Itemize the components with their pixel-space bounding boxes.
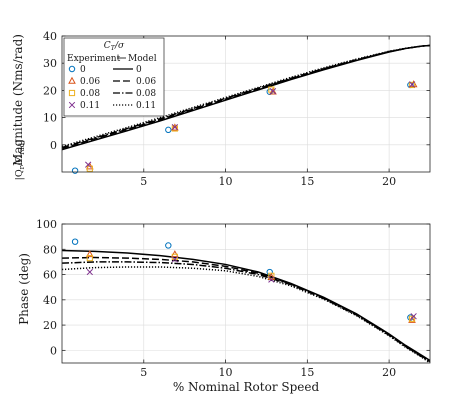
legend-marker xyxy=(68,76,76,84)
y-tick-label: 20 xyxy=(43,319,57,332)
x-tick-label: 15 xyxy=(300,366,314,379)
experiment-point xyxy=(408,81,416,89)
legend-header-model: Model xyxy=(128,54,157,64)
y-tick-label: 30 xyxy=(43,57,57,70)
experiment-point xyxy=(86,255,93,262)
plot-area xyxy=(62,224,430,363)
x-tick-label: 20 xyxy=(382,366,396,379)
legend-marker xyxy=(68,89,76,97)
phase-y-axis-label: Phase (deg) xyxy=(17,253,31,325)
axes-frame xyxy=(61,223,431,364)
y-tick-label: 100 xyxy=(36,218,57,231)
x-tick-label: 10 xyxy=(219,366,233,379)
model-line-006 xyxy=(62,256,430,362)
legend-box xyxy=(63,37,165,117)
legend-title: CT/σ xyxy=(104,41,125,52)
experiment-point xyxy=(85,161,92,168)
model-line-0 xyxy=(62,249,430,362)
legend-row: 0.11 0.11 xyxy=(68,101,156,111)
experiment-point xyxy=(269,88,277,95)
y-tick-label: 40 xyxy=(43,30,57,43)
y-tick-label: 0 xyxy=(50,344,57,357)
experiment-point xyxy=(71,238,79,245)
magnitude-y-axis-label: Magnitude (Nms/rad) xyxy=(11,34,25,166)
x-tick-label: 20 xyxy=(382,175,396,188)
x-tick-label: 15 xyxy=(300,175,314,188)
phase-panel: 5 10 15 20 0 20 40 60 80 100 xyxy=(36,218,431,379)
experiment-series-011 xyxy=(85,81,416,168)
legend-marker xyxy=(68,101,76,109)
axes-frame xyxy=(61,35,431,173)
experiment-point xyxy=(171,125,178,132)
magnitude-y-axis-label-prefix: |Qr/Ωrad| xyxy=(14,140,26,181)
x-axis-label: % Nominal Rotor Speed xyxy=(173,380,320,394)
experiment-point xyxy=(408,81,416,88)
experiment-point xyxy=(165,126,172,134)
legend-model-label: 0.11 xyxy=(136,101,156,111)
x-tick-label: 5 xyxy=(140,366,147,379)
legend-row: 0.08 0.08 xyxy=(68,89,156,99)
model-line-011 xyxy=(62,44,430,148)
x-tick-label: 10 xyxy=(219,175,233,188)
y-tick-label: 60 xyxy=(43,269,57,282)
experiment-point xyxy=(86,268,93,276)
y-tick-label: 80 xyxy=(43,243,57,256)
legend-experiment-label: 0.08 xyxy=(80,89,100,99)
x-tick-label: 5 xyxy=(140,175,147,188)
experiment-point xyxy=(410,313,417,320)
legend-row: 0.06 0.06 xyxy=(68,76,156,87)
svg-text:|Qr/Ωrad|: |Qr/Ωrad| xyxy=(14,140,26,181)
experiment-series-011 xyxy=(86,256,417,320)
y-tick-label: 40 xyxy=(43,294,57,307)
experiment-point xyxy=(165,242,172,249)
experiment-point xyxy=(408,315,416,323)
legend-model-label: 0.08 xyxy=(136,89,156,99)
y-tick-label: 20 xyxy=(43,84,57,97)
experiment-point xyxy=(171,123,179,131)
legend-experiment-label: 0.06 xyxy=(80,77,100,87)
legend-experiment-label: 0.11 xyxy=(80,101,100,111)
experiment-point xyxy=(268,272,275,279)
experiment-point xyxy=(171,123,179,131)
experiment-point xyxy=(269,87,277,95)
y-tick-label: 10 xyxy=(43,112,57,125)
experiment-point xyxy=(171,256,179,263)
legend-model-label: 0.06 xyxy=(136,77,156,87)
legend-marker xyxy=(68,65,76,73)
legend-model-label: 0 xyxy=(136,65,142,75)
experiment-point xyxy=(266,268,273,276)
experiment-point xyxy=(71,167,79,174)
legend: CT/σ Experiment Model 0 00.06 0.060.08 0.08… xyxy=(63,37,165,117)
experiment-point xyxy=(268,276,275,283)
legend-experiment-label: 0 xyxy=(80,65,86,75)
model-line-011 xyxy=(62,266,430,363)
legend-header-experiment: Experiment xyxy=(67,54,121,64)
experiment-point xyxy=(85,250,94,258)
experiment-point xyxy=(408,315,416,322)
y-tick-label: 0 xyxy=(50,139,57,152)
